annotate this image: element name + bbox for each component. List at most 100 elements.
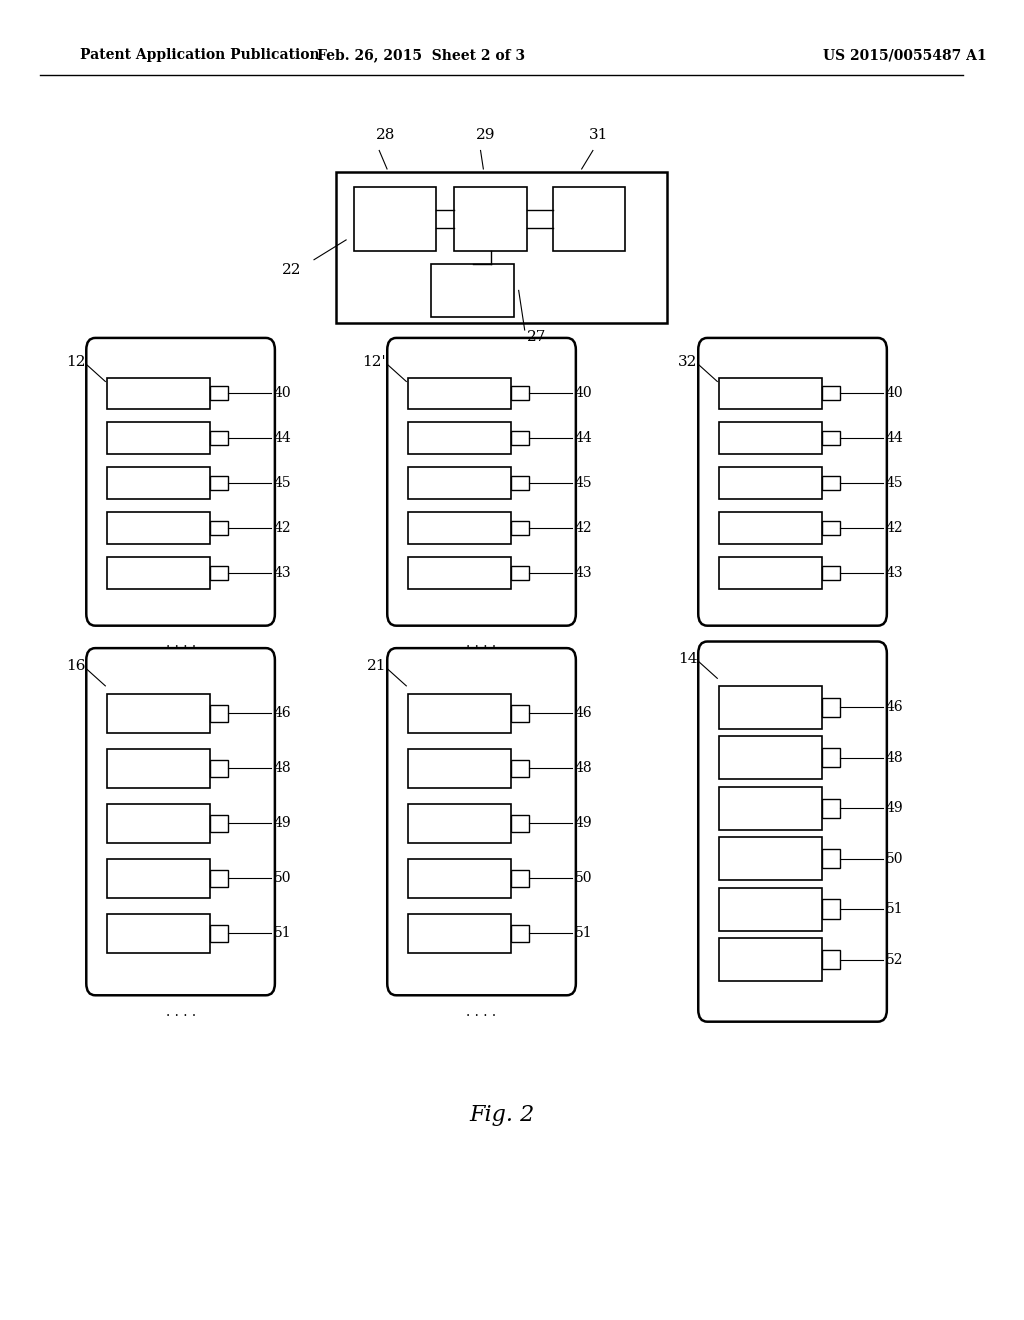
Text: US 2015/0055487 A1: US 2015/0055487 A1 [822,49,986,62]
Text: 32: 32 [678,355,697,368]
Text: 42: 42 [574,521,593,535]
Bar [511,814,529,832]
Bar [511,521,529,535]
Text: 51: 51 [273,927,292,940]
Text: 43: 43 [574,566,593,579]
Bar [210,870,228,887]
Text: 42: 42 [273,521,292,535]
Bar [409,378,511,409]
FancyBboxPatch shape [698,338,887,626]
Bar [719,467,821,499]
Text: Fig. 2: Fig. 2 [469,1105,535,1126]
Text: 16: 16 [66,659,85,673]
Bar [511,432,529,445]
Bar [210,521,228,535]
Text: 45: 45 [273,477,292,490]
Bar [719,737,821,779]
Text: 12: 12 [66,355,85,368]
Bar [719,557,821,589]
Bar [210,759,228,777]
Text: 44: 44 [273,432,292,445]
Bar [210,924,228,942]
Bar [719,939,821,981]
FancyBboxPatch shape [698,642,887,1022]
Text: 49: 49 [273,816,292,830]
Bar [719,378,821,409]
Bar [409,557,511,589]
Bar [108,557,210,589]
Bar [108,422,210,454]
Text: . . . .: . . . . [467,1006,497,1019]
Bar [821,899,841,919]
Text: 50: 50 [273,871,292,886]
Bar [210,566,228,579]
Bar [821,950,841,969]
Text: 28: 28 [376,128,395,141]
Bar [108,859,210,898]
FancyBboxPatch shape [86,338,274,626]
Text: 27: 27 [526,330,546,343]
Text: 50: 50 [574,871,592,886]
FancyBboxPatch shape [86,648,274,995]
Text: 44: 44 [574,432,593,445]
Text: 21: 21 [367,659,386,673]
Bar [511,924,529,942]
Bar [821,697,841,717]
Bar [821,521,841,535]
FancyBboxPatch shape [387,338,575,626]
Bar [409,422,511,454]
Text: 31: 31 [589,128,608,141]
Bar [511,566,529,579]
Text: . . . .: . . . . [166,1006,196,1019]
Bar [108,913,210,953]
Text: Feb. 26, 2015  Sheet 2 of 3: Feb. 26, 2015 Sheet 2 of 3 [317,49,525,62]
Bar [511,870,529,887]
Text: 48: 48 [886,751,903,764]
Text: 12': 12' [362,355,386,368]
Bar [821,432,841,445]
Bar [409,859,511,898]
Text: 52: 52 [886,953,903,966]
Text: Patent Application Publication: Patent Application Publication [80,49,319,62]
Text: 43: 43 [273,566,292,579]
Text: 45: 45 [886,477,903,490]
Bar [108,512,210,544]
Bar [210,705,228,722]
Bar [409,804,511,842]
Bar [108,804,210,842]
Text: 14: 14 [678,652,697,665]
Bar [108,748,210,788]
Text: 40: 40 [886,387,903,400]
Text: . . . .: . . . . [467,636,497,649]
Bar [719,422,821,454]
Bar [431,264,514,317]
Bar [821,477,841,490]
Bar [719,837,821,880]
Bar [821,748,841,767]
Text: 43: 43 [886,566,903,579]
Text: 45: 45 [574,477,593,490]
Bar [455,187,526,251]
Bar [210,387,228,400]
Bar [553,187,625,251]
Bar [210,432,228,445]
Bar [108,378,210,409]
Text: 46: 46 [273,706,292,721]
Text: 51: 51 [886,902,903,916]
Bar [409,913,511,953]
Text: 40: 40 [574,387,593,400]
Bar [511,477,529,490]
Bar [336,172,668,323]
Text: 51: 51 [574,927,593,940]
Bar [108,694,210,733]
Bar [821,387,841,400]
Bar [354,187,436,251]
Text: 48: 48 [574,762,593,775]
Text: 42: 42 [886,521,903,535]
Text: 46: 46 [574,706,593,721]
Text: 22: 22 [282,263,301,277]
Bar [409,748,511,788]
FancyBboxPatch shape [387,648,575,995]
Bar [409,512,511,544]
Bar [821,799,841,818]
